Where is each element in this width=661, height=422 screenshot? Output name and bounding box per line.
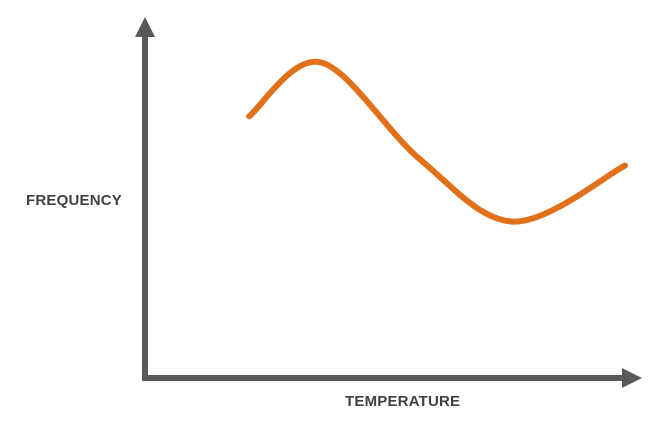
y-axis-arrowhead bbox=[135, 17, 155, 37]
x-axis bbox=[142, 368, 642, 388]
x-axis-label: TEMPERATURE bbox=[345, 393, 460, 410]
series-line-0 bbox=[246, 58, 628, 225]
y-axis bbox=[135, 17, 155, 381]
x-axis-arrowhead bbox=[622, 368, 642, 388]
series-layer bbox=[246, 58, 628, 225]
y-axis-label: FREQUENCY bbox=[26, 192, 122, 209]
